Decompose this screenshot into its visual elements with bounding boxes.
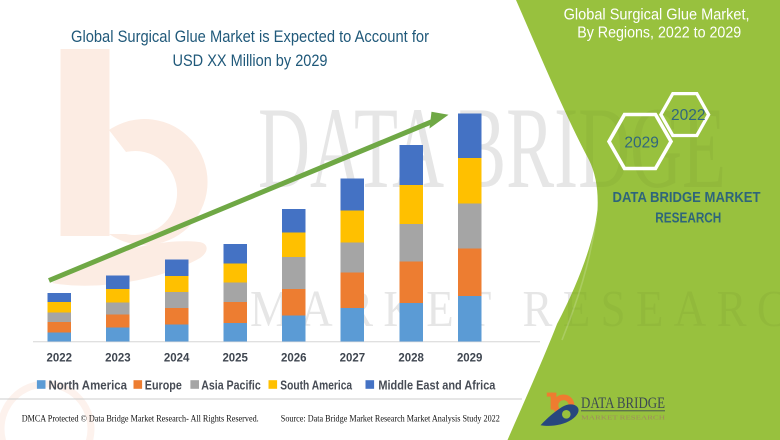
svg-text:Global Surgical Glue Market,: Global Surgical Glue Market,	[564, 7, 750, 24]
svg-text:By Regions, 2022 to 2029: By Regions, 2022 to 2029	[577, 25, 741, 42]
svg-text:2022: 2022	[671, 107, 705, 124]
svg-text:RESEARCH: RESEARCH	[655, 211, 721, 227]
svg-text:DATA BRIDGE: DATA BRIDGE	[581, 395, 665, 412]
svg-text:Europe: Europe	[145, 378, 182, 392]
svg-text:2023: 2023	[105, 351, 131, 365]
svg-text:Asia Pacific: Asia Pacific	[201, 378, 261, 392]
svg-text:DMCA Protected © Data Bridge M: DMCA Protected © Data Bridge Market Rese…	[22, 414, 259, 425]
svg-text:MARKET RESEARCH: MARKET RESEARCH	[581, 415, 665, 422]
svg-text:North America: North America	[49, 378, 128, 392]
svg-text:South America: South America	[280, 378, 353, 392]
svg-text:Middle East and Africa: Middle East and Africa	[378, 378, 496, 392]
svg-text:USD XX Million by 2029: USD XX Million by 2029	[173, 52, 328, 70]
svg-text:2024: 2024	[164, 351, 190, 365]
svg-text:Source: Data Bridge Market Res: Source: Data Bridge Market Research Mark…	[281, 415, 500, 425]
svg-text:2028: 2028	[398, 351, 424, 365]
svg-text:2022: 2022	[47, 351, 73, 365]
svg-text:2026: 2026	[281, 351, 307, 365]
svg-text:2027: 2027	[340, 351, 366, 365]
svg-text:Global Surgical Glue Market is: Global Surgical Glue Market is Expected …	[71, 28, 429, 46]
svg-text:DATA BRIDGE MARKET: DATA BRIDGE MARKET	[613, 190, 761, 206]
svg-text:2025: 2025	[222, 351, 248, 365]
svg-text:2029: 2029	[457, 351, 483, 365]
svg-text:2029: 2029	[624, 135, 658, 152]
